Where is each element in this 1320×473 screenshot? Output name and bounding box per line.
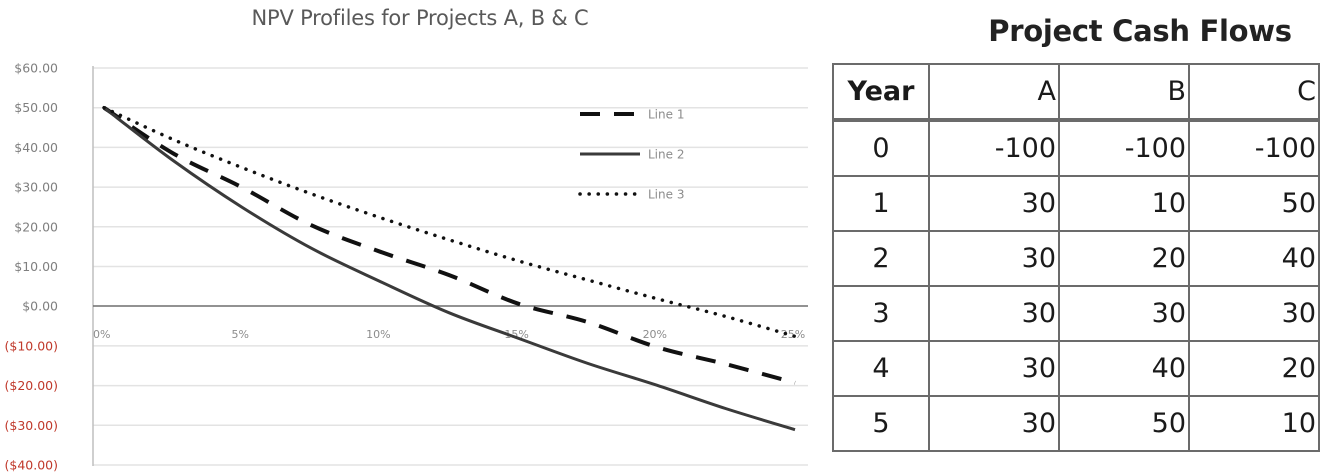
cell-c: -100 — [1188, 119, 1320, 177]
legend-label: Line 3 — [648, 188, 684, 202]
cell-c: 40 — [1188, 230, 1320, 287]
series-line-2 — [103, 106, 796, 432]
table-row: 2 30 20 40 — [832, 230, 1320, 287]
cell-a: 30 — [928, 340, 1060, 397]
cell-year: 4 — [832, 340, 930, 397]
legend-label: Line 1 — [648, 108, 684, 122]
x-tick-label: 25% — [781, 328, 805, 341]
cell-year: 2 — [832, 230, 930, 287]
cell-b: -100 — [1058, 119, 1190, 177]
y-tick-label: $20.00 — [14, 219, 58, 234]
x-tick-label: 15% — [504, 328, 528, 341]
header-year: Year — [832, 63, 930, 121]
x-tick-label: 0% — [93, 328, 110, 341]
cell-c: 20 — [1188, 340, 1320, 397]
npv-profile-chart: $60.00 $50.00 $40.00 $30.00 $20.00 $10.00 $0.0… — [5, 61, 808, 473]
cell-a: -100 — [928, 119, 1060, 177]
cash-flow-table: Year A B C 0 -100 -100 -100 1 30 10 50 2… — [832, 63, 1320, 452]
cell-year: 0 — [832, 119, 930, 177]
y-tick-label: $40.00 — [14, 140, 58, 155]
y-tick-label: ($20.00) — [5, 378, 59, 393]
y-tick-label: ($30.00) — [5, 418, 59, 433]
series-line-3 — [102, 105, 797, 339]
chart-legend: Line 1 Line 2 Line 3 — [578, 108, 684, 202]
y-axis-ticks: $60.00 $50.00 $40.00 $30.00 $20.00 $10.00 $0.0… — [5, 61, 59, 473]
chart-title: NPV Profiles for Projects A, B & C — [251, 6, 589, 30]
header-a: A — [928, 63, 1060, 121]
table-row: 5 30 50 10 — [832, 395, 1320, 452]
y-tick-label: ($10.00) — [5, 338, 59, 353]
y-tick-label: $0.00 — [22, 299, 58, 314]
series-line-1 — [102, 106, 796, 385]
cell-year: 1 — [832, 175, 930, 232]
cell-b: 40 — [1058, 340, 1190, 397]
cell-b: 10 — [1058, 175, 1190, 232]
header-b: B — [1058, 63, 1190, 121]
cell-year: 3 — [832, 285, 930, 342]
table-title: Project Cash Flows — [988, 14, 1292, 48]
cell-a: 30 — [928, 395, 1060, 452]
x-axis-ticks: 0% 5% 10% 15% 20% 25% — [93, 328, 805, 341]
table-row: 0 -100 -100 -100 — [832, 119, 1320, 177]
x-tick-label: 5% — [231, 328, 248, 341]
cell-c: 30 — [1188, 285, 1320, 342]
y-tick-label: $10.00 — [14, 259, 58, 274]
y-tick-label: $60.00 — [14, 61, 58, 76]
y-tick-label: ($40.00) — [5, 458, 59, 473]
x-tick-label: 10% — [366, 328, 390, 341]
gridlines — [93, 67, 808, 466]
cell-b: 50 — [1058, 395, 1190, 452]
cell-year: 5 — [832, 395, 930, 452]
cell-a: 30 — [928, 285, 1060, 342]
table-row: 1 30 10 50 — [832, 175, 1320, 232]
y-tick-label: $30.00 — [14, 180, 58, 195]
series-lines — [102, 105, 797, 432]
table-row: 3 30 30 30 — [832, 285, 1320, 342]
cell-b: 20 — [1058, 230, 1190, 287]
cell-a: 30 — [928, 230, 1060, 287]
table-row: 4 30 40 20 — [832, 340, 1320, 397]
table-header-row: Year A B C — [832, 63, 1320, 121]
cell-b: 30 — [1058, 285, 1190, 342]
legend-label: Line 2 — [648, 148, 684, 162]
cell-a: 30 — [928, 175, 1060, 232]
cell-c: 10 — [1188, 395, 1320, 452]
y-tick-label: $50.00 — [14, 100, 58, 115]
header-c: C — [1188, 63, 1320, 121]
x-tick-label: 20% — [643, 328, 667, 341]
cell-c: 50 — [1188, 175, 1320, 232]
